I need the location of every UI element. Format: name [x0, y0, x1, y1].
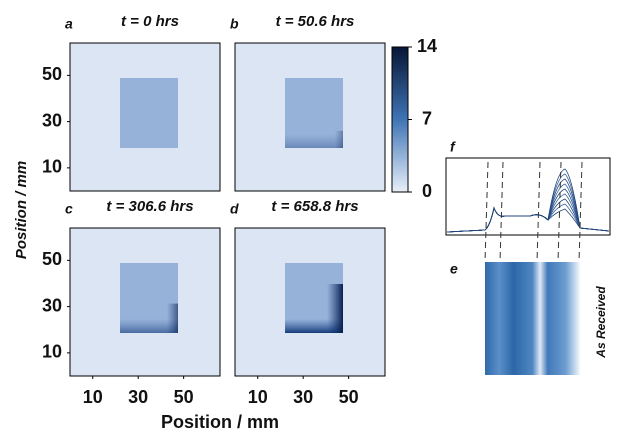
y-tick-label: 50 [42, 64, 62, 84]
panel-letter: c [65, 201, 73, 217]
y-tick-label: 50 [42, 249, 62, 269]
edge-intensity [285, 134, 343, 148]
y-tick-label: 10 [42, 157, 62, 177]
profile-curve [446, 168, 610, 233]
panel-title: t = 306.6 hrs [106, 198, 193, 215]
profile-frame [445, 157, 611, 236]
panel-title: t = 50.6 hrs [276, 13, 355, 30]
x-tick-label: 50 [174, 387, 194, 407]
colorbar-tick-label: 0 [422, 181, 432, 201]
panel-letter: d [230, 201, 239, 217]
x-tick-label: 10 [248, 387, 268, 407]
dashed-guides [484, 161, 583, 263]
panel-frame [234, 42, 386, 192]
panel-title: t = 0 hrs [121, 13, 179, 30]
panel-letter: f [450, 139, 456, 155]
profile-curve [446, 198, 610, 233]
x-axis-label: Position / mm [161, 412, 279, 432]
panel-letter: a [65, 16, 73, 32]
colorbar-tick-label: 7 [422, 108, 432, 128]
panel-letter: e [450, 261, 458, 277]
profile-curve [446, 188, 610, 233]
as-received-image [485, 262, 580, 375]
profile-curve [446, 193, 610, 233]
panel-frame [69, 42, 221, 192]
panel-frame [234, 227, 386, 377]
x-tick-label: 30 [128, 387, 148, 407]
y-tick-label: 10 [42, 342, 62, 362]
edge-intensity [334, 130, 343, 148]
x-tick-label: 30 [293, 387, 313, 407]
y-tick-label: 30 [42, 295, 62, 315]
x-tick-label: 10 [83, 387, 103, 407]
e-caption: As Received [594, 286, 608, 359]
edge-intensity [166, 303, 178, 333]
colorbar [391, 46, 409, 193]
colorbar-tick-label: 14 [417, 36, 437, 56]
edge-intensity [120, 319, 178, 333]
profile-curve [446, 183, 610, 233]
y-axis-label: Position / mm [13, 161, 30, 259]
panel-letter: b [230, 16, 239, 32]
profile-curve [446, 178, 610, 233]
edge-intensity [327, 284, 343, 333]
sample-region [120, 78, 178, 148]
profiles [446, 168, 610, 233]
profile-curve [446, 203, 610, 233]
profile-curve [446, 173, 610, 233]
panel-title: t = 658.8 hrs [271, 198, 358, 215]
y-tick-label: 30 [42, 110, 62, 130]
x-tick-label: 50 [339, 387, 359, 407]
panel-frame [69, 227, 221, 377]
